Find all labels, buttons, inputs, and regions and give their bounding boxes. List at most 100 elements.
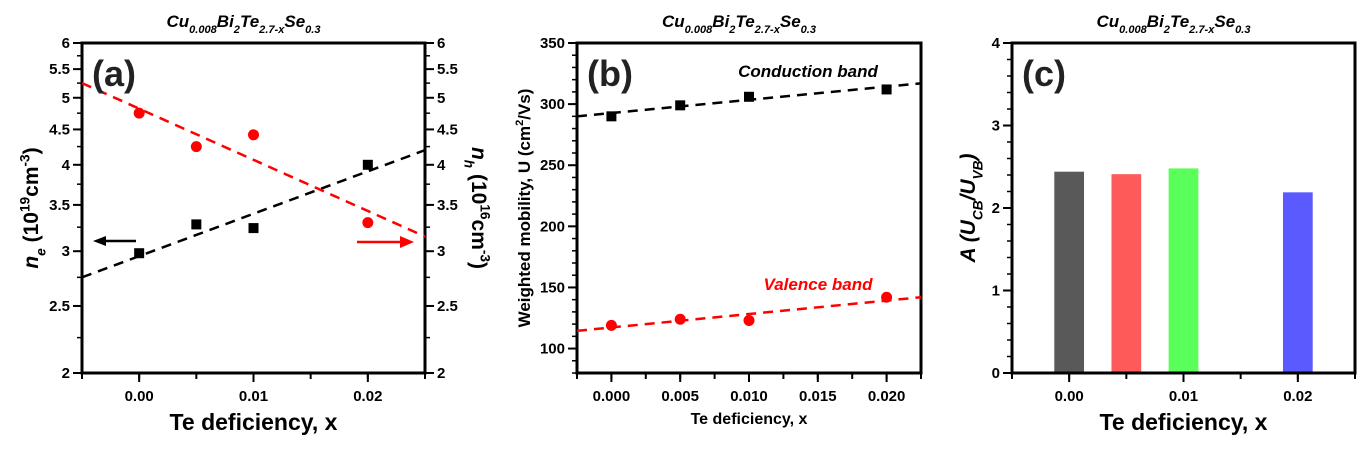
bar-0.005	[1111, 174, 1142, 373]
x-axis-label-part: Te deficiency, x	[170, 409, 338, 435]
data-point-circle	[190, 141, 202, 153]
y-tick-label: 5.5	[49, 61, 70, 78]
y-right-tick-label: 2.5	[437, 298, 458, 315]
y-axis-label-part: Weighted mobility, U (cm	[515, 126, 534, 328]
y-tick-label: 4	[62, 157, 71, 174]
y-right-tick-label: 5.5	[437, 61, 458, 78]
chart-title-part: 2	[233, 24, 241, 36]
data-point-circle	[362, 217, 374, 229]
y-right-tick-label: 5	[437, 90, 445, 107]
chart-title-part: 0.3	[1235, 24, 1251, 36]
panel-a: 0.00 0.01 0.02 2 2 2.5 2.5 3 3 3.5 3.5 4 4 4.5 4.5 5 5 5.…	[18, 12, 493, 435]
x-axis-label: Te deficiency, x	[1100, 409, 1268, 435]
data-point-square	[881, 84, 892, 95]
chart-title-part: Bi	[1147, 12, 1165, 31]
chart-title-part: 2.7-x	[1188, 24, 1215, 36]
x-tick-label: 0.020	[868, 388, 906, 405]
chart-title-part: Bi	[217, 12, 235, 31]
y-tick-label: 2.5	[49, 298, 70, 315]
x-tick-label: 0.01	[1169, 388, 1198, 405]
valence-band-label: Valence band	[764, 275, 874, 294]
y-tick-label: 4	[992, 35, 1001, 52]
data-point-square	[248, 223, 259, 234]
y-axis-label: A (UCB/UVB)	[957, 153, 985, 263]
chart-title-part: 0.3	[305, 24, 321, 36]
y-tick-label: 0	[992, 365, 1000, 382]
x-tick-label: 0.00	[1055, 388, 1084, 405]
panel-b: 0.000 0.005 0.010 0.015 0.020 100 150 200 250 300…	[514, 12, 923, 428]
arrow-left-icon	[93, 236, 106, 246]
data-point-square	[362, 159, 373, 170]
y-tick-label: 350	[540, 35, 565, 52]
y-tick-label: 250	[540, 157, 565, 174]
y-axis-label-part: (10	[20, 212, 43, 248]
bar-0	[1054, 171, 1085, 373]
chart-title-part: Se	[780, 12, 801, 31]
y-tick-label: 150	[540, 279, 565, 296]
y-axis-label-right: nh (1016cm-3)	[462, 147, 493, 269]
data-point-circle	[605, 319, 617, 331]
data-point-square	[606, 111, 617, 122]
panel-label: (c)	[1022, 53, 1066, 94]
data-point-square	[134, 248, 145, 259]
y-axis-label-right-part: )	[467, 262, 490, 269]
chart-title-part: Se	[284, 12, 305, 31]
y-right-tick-label: 4	[437, 157, 446, 174]
chart-title: Cu0.008Bi2Te2.7-xSe0.3	[166, 12, 321, 36]
y-axis-label: Weighted mobility, U (cm2/Vs)	[514, 89, 534, 328]
data-point-circle	[248, 129, 259, 141]
x-tick-label: 0.02	[1283, 388, 1312, 405]
y-axis-label-part: e	[33, 248, 48, 256]
y-right-tick-label: 4.5	[437, 121, 458, 138]
y-tick-label: 2	[62, 365, 70, 382]
bar-0.02	[1282, 192, 1313, 373]
x-axis-label: Te deficiency, x	[691, 411, 808, 428]
y-axis-label-part: 2	[514, 120, 526, 126]
arrow-right-icon	[400, 236, 414, 248]
chart-title-part: 0.008	[1119, 24, 1148, 36]
y-tick-label: 6	[62, 35, 70, 52]
y-axis-label: ne (1019cm-3)	[18, 147, 49, 268]
y-axis-label-right-part: cm	[467, 220, 490, 250]
y-tick-label: 3	[992, 118, 1000, 135]
y-axis-label-part: n	[20, 256, 43, 269]
x-tick-label: 0.010	[730, 388, 768, 405]
y-tick-label: 100	[540, 341, 565, 358]
x-tick-label: 0.005	[661, 388, 699, 405]
y-right-tick-label: 3.5	[437, 197, 458, 214]
y-axis-label-part: /U	[957, 179, 980, 202]
panel-label: (a)	[92, 53, 136, 94]
y-axis-label-part: CB	[970, 200, 985, 220]
conduction-band-label: Conduction band	[738, 62, 878, 81]
y-axis-label-part: /Vs)	[515, 89, 534, 120]
y-axis-label-right-part: -3	[477, 250, 492, 263]
panel-c: 0.00 0.01 0.0201234Cu0.008Bi2Te2.7-xSe0.3(…	[957, 12, 1357, 435]
chart-title-part: Te	[240, 12, 259, 31]
y-tick-label: 4.5	[49, 121, 70, 138]
x-axis-label-part: Te deficiency, x	[1100, 409, 1268, 435]
data-point-circle	[743, 314, 755, 326]
y-axis-label-part: )	[20, 147, 43, 154]
bar-0.01	[1168, 168, 1199, 373]
y-axis-label-part: 19	[18, 196, 33, 212]
fit-line-1	[81, 81, 426, 238]
chart-title-part: Te	[1170, 12, 1189, 31]
data-point-circle	[881, 291, 893, 303]
data-point-square	[675, 100, 686, 111]
y-tick-label: 300	[540, 96, 565, 113]
y-tick-label: 5	[62, 90, 70, 107]
x-tick-label: 0.02	[353, 388, 382, 405]
y-right-tick-label: 6	[437, 35, 445, 52]
x-tick-label: 0.015	[799, 388, 837, 405]
chart-title-part: 0.3	[801, 24, 817, 36]
y-axis-label-part: A (U	[957, 219, 980, 263]
chart-title-part: 2.7-x	[258, 24, 285, 36]
x-tick-label: 0.00	[125, 388, 154, 405]
y-axis-label-right-part: 16	[477, 204, 492, 220]
chart-title-part: 0.008	[685, 24, 714, 36]
y-axis-label-part: cm	[20, 166, 43, 196]
x-axis-label-part: Te deficiency, x	[691, 411, 808, 428]
y-axis-label-right-part: h	[462, 160, 477, 168]
y-tick-label: 3.5	[49, 197, 70, 214]
